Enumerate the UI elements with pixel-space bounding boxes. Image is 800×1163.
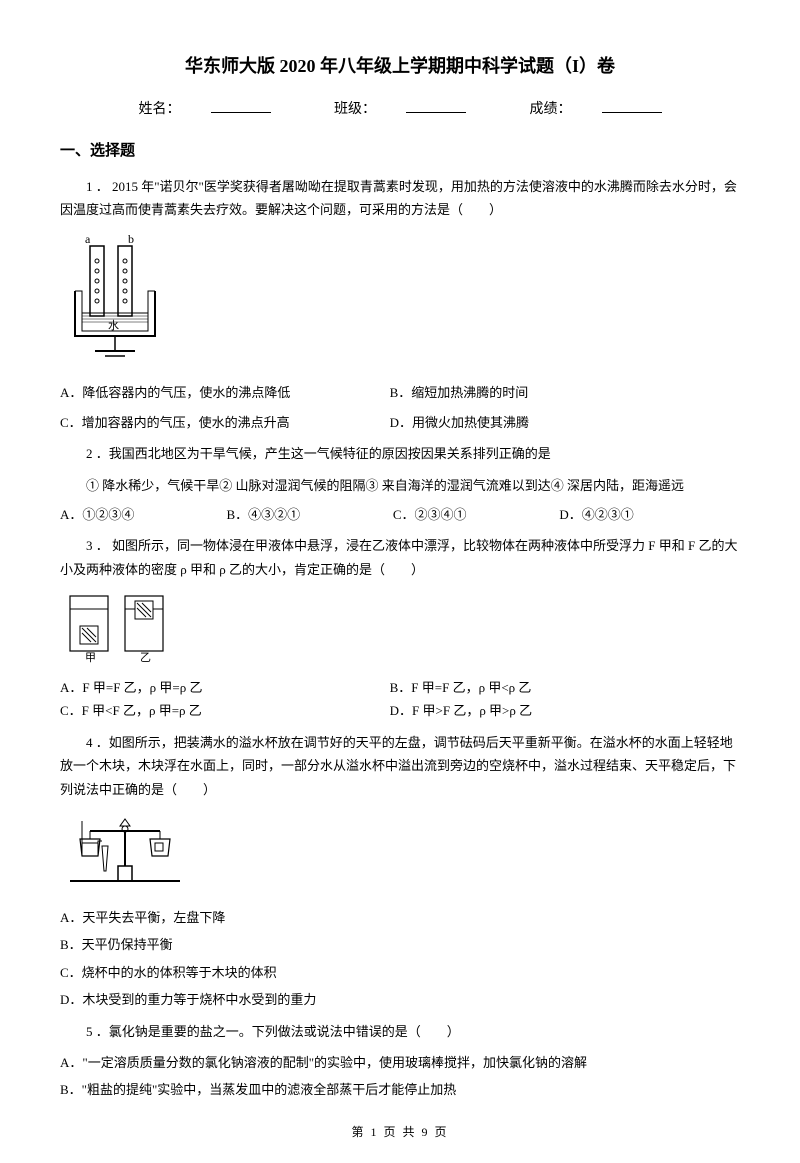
q1-option-a: A．降低容器内的气压，使水的沸点降低 xyxy=(60,381,386,404)
q2-option-c: C．②③④① xyxy=(393,503,556,526)
name-label: 姓名： xyxy=(139,102,181,117)
q4-option-a: A．天平失去平衡，左盘下降 xyxy=(60,906,740,929)
q4-option-b: B．天平仍保持平衡 xyxy=(60,933,740,956)
q4-option-c: C．烧杯中的水的体积等于木块的体积 xyxy=(60,961,740,984)
q2-option-a: A．①②③④ xyxy=(60,503,223,526)
question-3-options-row-2: C．F 甲<F 乙，ρ 甲=ρ 乙 D．F 甲>F 乙，ρ 甲>ρ 乙 xyxy=(60,699,740,722)
question-4-stem: 4 ．如图所示，把装满水的溢水杯放在调节好的天平的左盘，调节砝码后天平重新平衡。… xyxy=(60,731,740,801)
student-info-line: 姓名： 班级： 成绩： xyxy=(60,97,740,122)
label-a: a xyxy=(85,232,91,246)
section-1-heading: 一、选择题 xyxy=(60,138,740,165)
question-3-stem: 3 ． 如图所示，同一物体浸在甲液体中悬浮，浸在乙液体中漂浮，比较物体在两种液体… xyxy=(60,534,740,581)
q1-option-b: B．缩短加热沸腾的时间 xyxy=(390,381,716,404)
q3-option-b: B．F 甲=F 乙，ρ 甲<ρ 乙 xyxy=(390,676,716,699)
question-1-options-row-1: A．降低容器内的气压，使水的沸点降低 B．缩短加热沸腾的时间 xyxy=(60,381,740,404)
q3-option-a: A．F 甲=F 乙，ρ 甲=ρ 乙 xyxy=(60,676,386,699)
q1-option-c: C．增加容器内的气压，使水的沸点升高 xyxy=(60,411,386,434)
question-2-items: ① 降水稀少，气候干旱② 山脉对湿润气候的阻隔③ 来自海洋的湿润气流难以到达④ … xyxy=(60,474,740,497)
q3-option-c: C．F 甲<F 乙，ρ 甲=ρ 乙 xyxy=(60,699,386,722)
svg-text:甲: 甲 xyxy=(85,652,96,664)
class-label: 班级： xyxy=(334,102,376,117)
q2-option-b: B．④③②① xyxy=(226,503,389,526)
score-label: 成绩： xyxy=(530,102,572,117)
class-blank[interactable] xyxy=(406,99,466,113)
question-4-figure xyxy=(60,811,740,896)
page-footer: 第 1 页 共 9 页 xyxy=(60,1122,740,1144)
score-blank[interactable] xyxy=(602,99,662,113)
name-blank[interactable] xyxy=(211,99,271,113)
q5-option-a: A．"一定溶质质量分数的氯化钠溶液的配制"的实验中，使用玻璃棒搅拌，加快氯化钠的… xyxy=(60,1051,740,1074)
q4-option-d: D．木块受到的重力等于烧杯中水受到的重力 xyxy=(60,988,740,1011)
exam-title: 华东师大版 2020 年八年级上学期期中科学试题（I）卷 xyxy=(60,50,740,82)
question-1-options-row-2: C．增加容器内的气压，使水的沸点升高 D．用微火加热使其沸腾 xyxy=(60,411,740,434)
question-3-figure: 甲 乙 xyxy=(60,591,740,666)
svg-text:乙: 乙 xyxy=(140,651,151,664)
q3-option-d: D．F 甲>F 乙，ρ 甲>ρ 乙 xyxy=(390,699,716,722)
q1-option-d: D．用微火加热使其沸腾 xyxy=(390,411,716,434)
question-1-figure: a b 水 xyxy=(60,231,740,371)
question-2-options: A．①②③④ B．④③②① C．②③④① D．④②③① xyxy=(60,503,740,526)
question-3-options-row-1: A．F 甲=F 乙，ρ 甲=ρ 乙 B．F 甲=F 乙，ρ 甲<ρ 乙 xyxy=(60,676,740,699)
label-b: b xyxy=(128,232,134,246)
question-5-stem: 5 ．氯化钠是重要的盐之一。下列做法或说法中错误的是（ ） xyxy=(60,1020,740,1043)
svg-text:水: 水 xyxy=(108,319,119,332)
question-2-stem: 2 ．我国西北地区为干旱气候，产生这一气候特征的原因按因果关系排列正确的是 xyxy=(60,442,740,465)
question-1-stem: 1 ． 2015 年"诺贝尔"医学奖获得者屠呦呦在提取青蒿素时发现，用加热的方法… xyxy=(60,175,740,222)
q5-option-b: B．"粗盐的提纯"实验中，当蒸发皿中的滤液全部蒸干后才能停止加热 xyxy=(60,1078,740,1101)
q2-option-d: D．④②③① xyxy=(559,503,722,526)
